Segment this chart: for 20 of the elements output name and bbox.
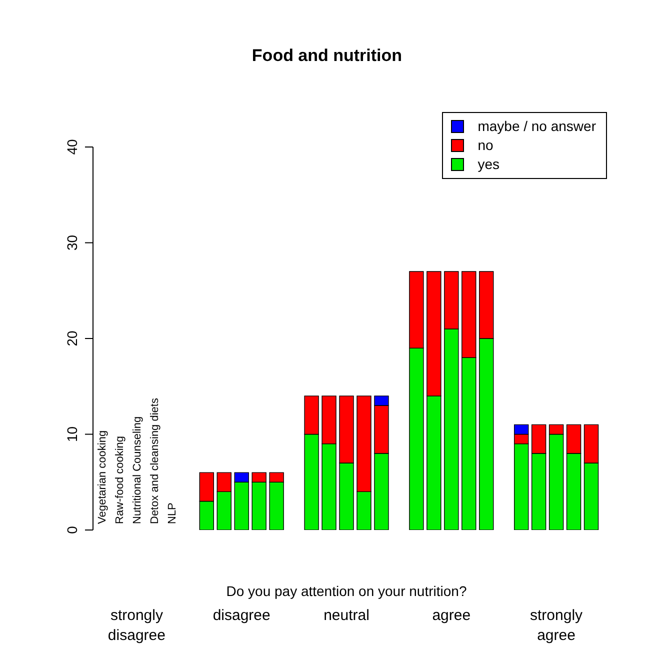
text: neutral <box>322 606 370 626</box>
x-tick-label: Nutritional Counseling <box>132 416 144 524</box>
legend-label: maybe / no answer <box>478 117 596 136</box>
y-tick-label: 30 <box>64 234 80 251</box>
text: strongly disagree <box>106 606 166 646</box>
legend-label: no <box>478 136 494 155</box>
y-tick-label: 40 <box>64 139 80 155</box>
y-tick-label: 20 <box>64 330 80 346</box>
text: agree <box>431 606 472 626</box>
text: strongly agree <box>529 606 584 646</box>
x-tick-label: Detox and cleansing diets <box>149 398 162 524</box>
x-tick-label: NLP <box>166 502 179 524</box>
chart-title: Food and nutrition <box>250 46 404 66</box>
y-tick-label: 10 <box>64 426 80 442</box>
legend-label: yes <box>478 155 500 174</box>
x-tick-label: Vegetarian cooking <box>96 430 109 524</box>
text: disagree <box>212 606 272 626</box>
y-tick-label: 0 <box>64 526 80 534</box>
x-axis-title: Do you pay attention on your nutrition? <box>225 583 468 599</box>
x-tick-label: Raw-food cooking <box>114 436 126 524</box>
